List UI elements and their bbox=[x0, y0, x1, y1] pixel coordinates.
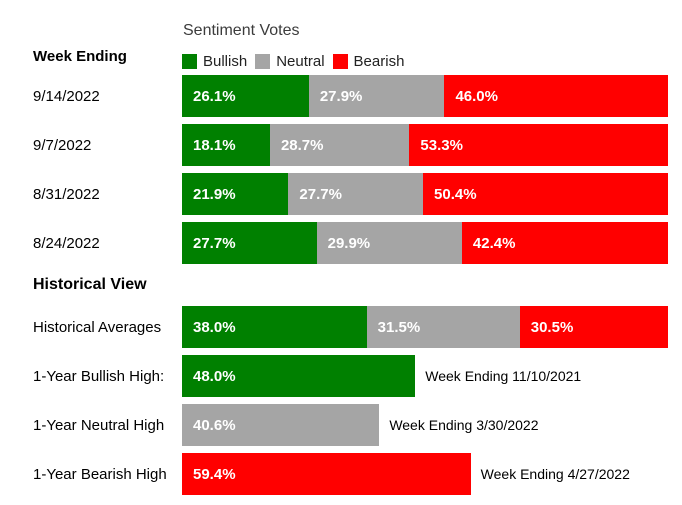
segment-value: 53.3% bbox=[420, 136, 463, 154]
bullish-segment: 38.0% bbox=[182, 306, 367, 348]
bearish-segment: 42.4% bbox=[461, 222, 668, 264]
neutral-segment: 28.7% bbox=[269, 124, 410, 166]
legend-item-bearish: Bearish bbox=[332, 53, 405, 70]
segment-value: 27.7% bbox=[299, 185, 342, 203]
row-label: 9/14/2022 bbox=[33, 87, 100, 105]
row-label: Historical Averages bbox=[33, 318, 162, 336]
row-label: 1-Year Bearish High bbox=[33, 465, 167, 483]
segment-value: 50.4% bbox=[434, 185, 477, 203]
segment-value: 59.4% bbox=[193, 465, 236, 483]
segment-value: 26.1% bbox=[193, 87, 236, 105]
legend-label-neutral: Neutral bbox=[276, 53, 325, 70]
bar-row: 40.6% Week Ending 3/30/2022 bbox=[182, 404, 539, 446]
week-ending-column-header: Week Ending bbox=[33, 48, 127, 65]
legend-label-bullish: Bullish bbox=[203, 53, 248, 70]
bearish-segment: 50.4% bbox=[423, 173, 668, 215]
bar-row: 18.1% 28.7% 53.3% bbox=[182, 124, 668, 166]
neutral-swatch-icon bbox=[255, 54, 271, 69]
segment-value: 46.0% bbox=[455, 87, 498, 105]
segment-value: 30.5% bbox=[530, 318, 574, 336]
row-label: 1-Year Neutral High bbox=[33, 416, 165, 434]
bullish-segment: 48.0% bbox=[182, 355, 416, 397]
segment-value: 29.9% bbox=[327, 234, 371, 252]
legend: Bullish Neutral Bearish bbox=[182, 53, 404, 70]
neutral-segment: 27.9% bbox=[308, 75, 445, 117]
chart-title: Sentiment Votes bbox=[183, 22, 300, 39]
bullish-segment: 21.9% bbox=[182, 173, 289, 215]
bullish-segment: 27.7% bbox=[182, 222, 317, 264]
bar-annotation: Week Ending 11/10/2021 bbox=[425, 368, 582, 384]
segment-value: 18.1% bbox=[193, 136, 236, 154]
bearish-segment: 46.0% bbox=[444, 75, 668, 117]
row-label: 9/7/2022 bbox=[33, 136, 92, 154]
bearish-swatch-icon bbox=[332, 54, 348, 69]
bullish-segment: 18.1% bbox=[182, 124, 270, 166]
bearish-segment: 59.4% bbox=[182, 453, 471, 495]
bar-row: 38.0% 31.5% 30.5% bbox=[182, 306, 668, 348]
segment-value: 48.0% bbox=[193, 367, 236, 385]
bar-row: 26.1% 27.9% 46.0% bbox=[182, 75, 668, 117]
bearish-segment: 30.5% bbox=[519, 306, 668, 348]
row-label: 8/24/2022 bbox=[33, 234, 100, 252]
segment-value: 28.7% bbox=[280, 136, 324, 154]
row-label: 8/31/2022 bbox=[33, 185, 100, 203]
neutral-segment: 31.5% bbox=[366, 306, 520, 348]
row-label: 1-Year Bullish High: bbox=[33, 367, 165, 385]
segment-value: 27.9% bbox=[319, 87, 363, 105]
bullish-swatch-icon bbox=[182, 54, 197, 69]
historical-view-header: Historical View bbox=[33, 276, 147, 293]
segment-value: 21.9% bbox=[193, 185, 236, 203]
segment-value: 42.4% bbox=[472, 234, 516, 252]
segment-value: 27.7% bbox=[193, 234, 236, 252]
bar-row: 21.9% 27.7% 50.4% bbox=[182, 173, 668, 215]
neutral-segment: 40.6% bbox=[182, 404, 380, 446]
segment-value: 40.6% bbox=[193, 416, 236, 434]
segment-value: 31.5% bbox=[377, 318, 421, 336]
bar-annotation: Week Ending 3/30/2022 bbox=[389, 417, 539, 433]
legend-item-neutral: Neutral bbox=[255, 53, 325, 70]
bullish-segment: 26.1% bbox=[182, 75, 309, 117]
bar-annotation: Week Ending 4/27/2022 bbox=[480, 466, 630, 482]
bar-row: 59.4% Week Ending 4/27/2022 bbox=[182, 453, 630, 495]
bar-row: 27.7% 29.9% 42.4% bbox=[182, 222, 668, 264]
neutral-segment: 29.9% bbox=[316, 222, 462, 264]
legend-label-bearish: Bearish bbox=[353, 53, 405, 70]
segment-value: 38.0% bbox=[193, 318, 236, 336]
bar-row: 48.0% Week Ending 11/10/2021 bbox=[182, 355, 581, 397]
legend-item-bullish: Bullish bbox=[182, 53, 247, 70]
neutral-segment: 27.7% bbox=[288, 173, 424, 215]
bearish-segment: 53.3% bbox=[409, 124, 668, 166]
